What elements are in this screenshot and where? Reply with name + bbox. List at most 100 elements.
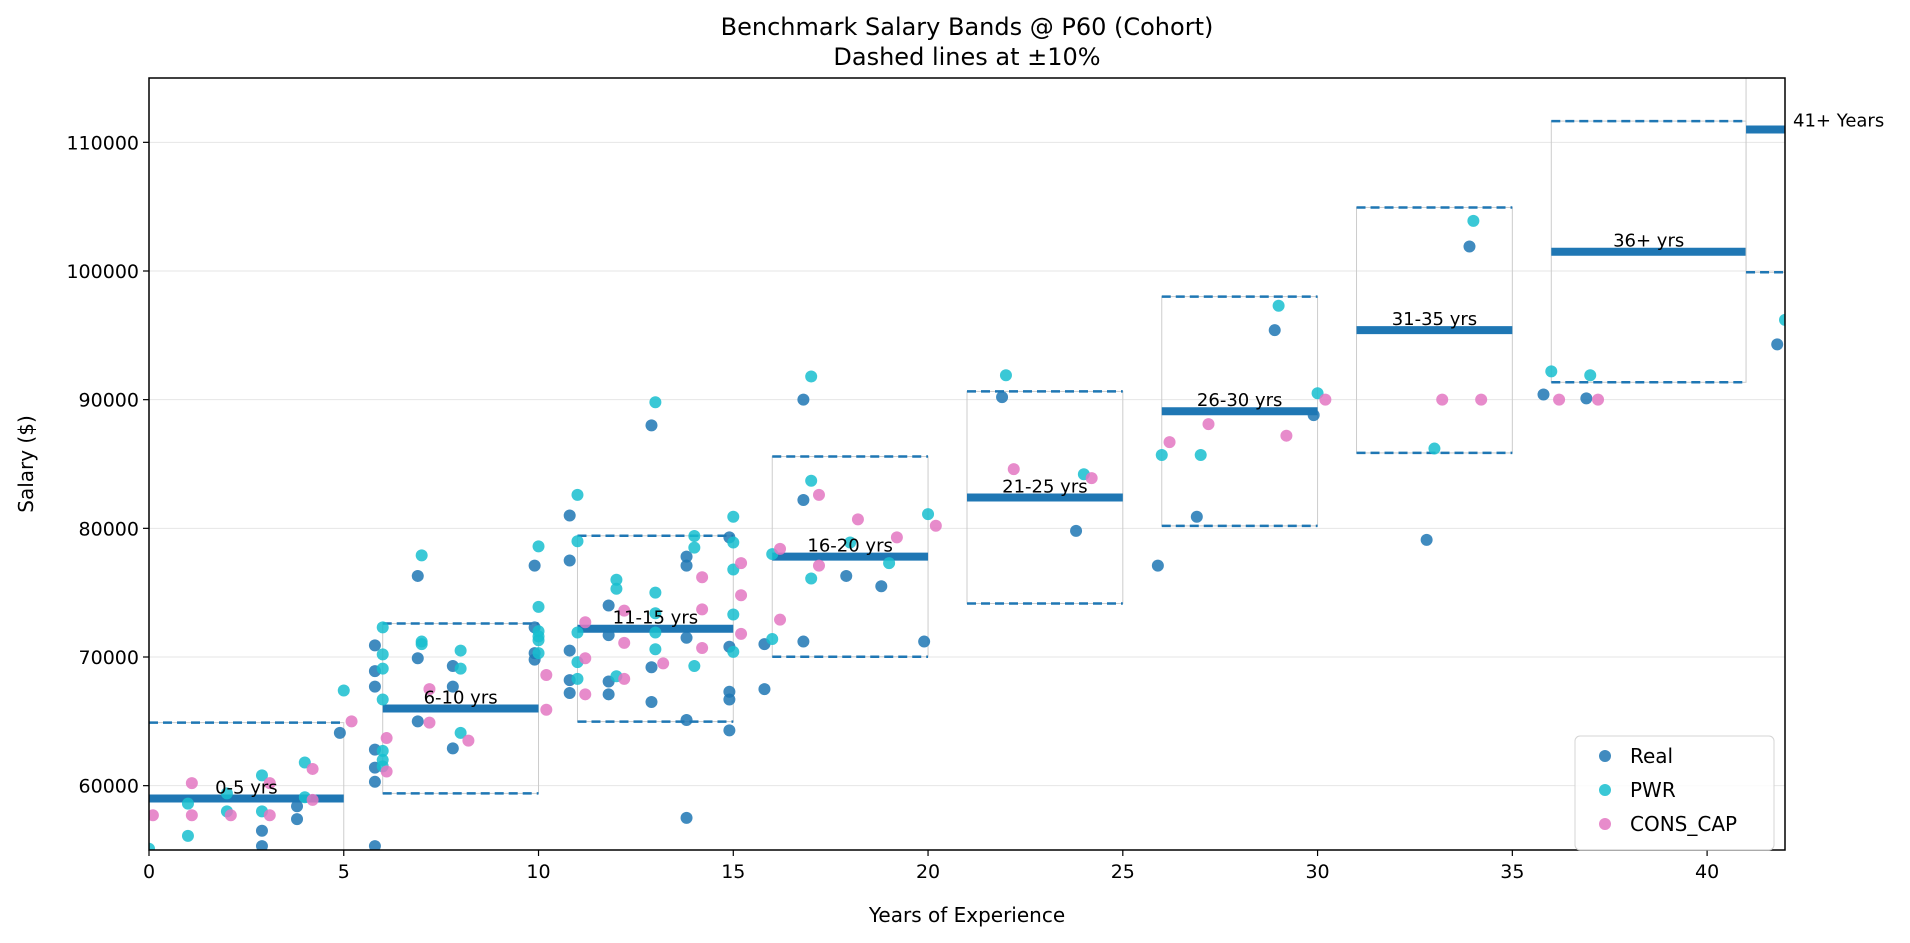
data-point xyxy=(618,672,631,685)
data-point xyxy=(368,680,381,693)
data-point xyxy=(532,600,545,613)
plot-frame xyxy=(148,77,1786,851)
legend-marker xyxy=(1599,818,1611,830)
x-tick-label: 0 xyxy=(143,861,155,883)
data-point xyxy=(181,829,194,842)
data-point xyxy=(446,680,459,693)
series-cons-cap xyxy=(149,393,1605,822)
data-point xyxy=(805,572,818,585)
chart-subtitle: Dashed lines at ±10% xyxy=(833,43,1100,71)
data-point xyxy=(1202,418,1215,431)
legend-marker xyxy=(1599,750,1611,762)
data-point xyxy=(680,559,693,572)
data-point xyxy=(1592,393,1605,406)
data-point xyxy=(996,391,1009,404)
data-point xyxy=(1190,510,1203,523)
data-point xyxy=(805,370,818,383)
data-point xyxy=(1194,448,1207,461)
data-point xyxy=(645,696,658,709)
data-point xyxy=(649,396,662,409)
data-point xyxy=(602,599,615,612)
data-point xyxy=(411,569,424,582)
data-point xyxy=(735,557,748,570)
data-point xyxy=(1163,436,1176,449)
data-point xyxy=(723,685,736,698)
y-tick-label: 90000 xyxy=(79,390,139,412)
data-point xyxy=(890,531,903,544)
data-point xyxy=(415,549,428,562)
data-point xyxy=(610,573,623,586)
legend-label: PWR xyxy=(1630,778,1676,802)
chart-title: Benchmark Salary Bands @ P60 (Cohort) xyxy=(721,13,1214,41)
data-point xyxy=(454,726,467,739)
data-point xyxy=(532,625,545,638)
data-point xyxy=(758,683,771,696)
data-point xyxy=(411,715,424,728)
data-point xyxy=(680,631,693,644)
data-point xyxy=(376,744,389,757)
data-point xyxy=(1155,448,1168,461)
data-point xyxy=(571,488,584,501)
x-tick-label: 5 xyxy=(338,861,350,883)
data-point xyxy=(1463,240,1476,253)
data-point xyxy=(680,714,693,727)
data-point xyxy=(255,769,268,782)
data-point xyxy=(1268,324,1281,337)
data-point xyxy=(263,777,276,790)
data-point xyxy=(255,840,268,850)
legend-marker xyxy=(1599,784,1611,796)
data-point xyxy=(735,589,748,602)
data-point xyxy=(1307,409,1320,422)
data-point xyxy=(1428,442,1441,455)
data-point xyxy=(774,542,787,555)
legend-label: Real xyxy=(1630,744,1673,768)
data-point xyxy=(1771,338,1784,351)
data-point xyxy=(571,535,584,548)
data-point xyxy=(851,513,864,526)
data-point xyxy=(1467,214,1480,227)
data-point xyxy=(181,797,194,810)
data-point xyxy=(454,644,467,657)
data-point xyxy=(255,824,268,837)
data-point xyxy=(376,621,389,634)
y-tick-label: 80000 xyxy=(79,518,139,540)
data-point xyxy=(345,715,358,728)
data-point xyxy=(1779,313,1785,326)
data-point xyxy=(368,639,381,652)
data-point xyxy=(723,724,736,737)
data-point xyxy=(415,635,428,648)
legend-box xyxy=(1574,735,1775,851)
data-point xyxy=(185,777,198,790)
data-point xyxy=(883,557,896,570)
data-point xyxy=(1475,393,1488,406)
band-labels: 0-5 yrs 6-10 yrs 11-15 yrs 16-20 yrs 21-25 y… xyxy=(215,110,1884,798)
band-label: 21-25 yrs xyxy=(1002,476,1087,497)
x-tick-label: 15 xyxy=(721,861,745,883)
data-point xyxy=(1272,299,1285,312)
data-point xyxy=(774,613,787,626)
data-point xyxy=(563,554,576,567)
data-point xyxy=(1420,533,1433,546)
data-point xyxy=(571,672,584,685)
data-point xyxy=(1070,524,1083,537)
data-point xyxy=(220,787,233,800)
data-point xyxy=(727,536,740,549)
x-tick-label: 10 xyxy=(526,861,550,883)
data-point xyxy=(797,635,810,648)
x-tick-label: 35 xyxy=(1500,861,1524,883)
data-point xyxy=(696,603,709,616)
data-point xyxy=(645,419,658,432)
data-point xyxy=(680,550,693,563)
data-point xyxy=(688,541,701,554)
data-point xyxy=(696,571,709,584)
data-point xyxy=(380,732,393,745)
salary-bands xyxy=(149,78,1785,850)
data-point xyxy=(185,809,198,822)
series-real xyxy=(255,240,1784,850)
data-point xyxy=(291,813,304,826)
band-label: 0-5 yrs xyxy=(215,778,278,799)
data-point xyxy=(1584,369,1597,382)
data-point xyxy=(411,652,424,665)
data-point xyxy=(563,644,576,657)
y-axis: 60000 70000 80000 90000 100000 110000 xyxy=(66,132,149,798)
